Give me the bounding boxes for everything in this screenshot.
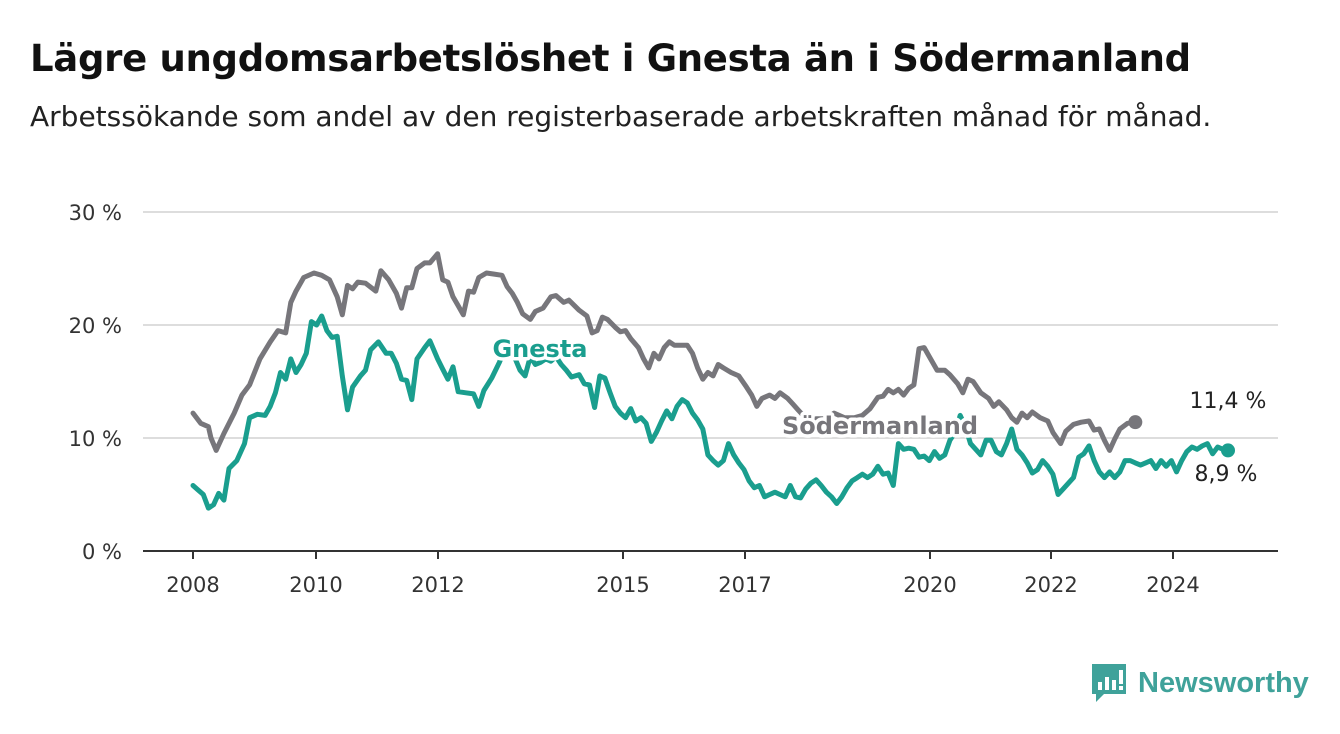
series-label-halo: Gnesta bbox=[492, 335, 587, 363]
x-tick-label: 2024 bbox=[1146, 573, 1199, 597]
y-tick-label: 30 % bbox=[69, 201, 122, 225]
end-point-gnesta bbox=[1221, 443, 1235, 458]
x-tick-label: 2008 bbox=[166, 573, 219, 597]
series-label-halo: Södermanland bbox=[782, 412, 978, 440]
end-value-label: 11,4 % bbox=[1190, 389, 1267, 414]
x-tick-label: 2020 bbox=[903, 573, 956, 597]
x-tick-label: 2012 bbox=[411, 573, 464, 597]
chart-subtitle: Arbetssökande som andel av den registerb… bbox=[30, 100, 1212, 133]
x-tick-label: 2022 bbox=[1024, 573, 1077, 597]
series-lines bbox=[190, 251, 1235, 511]
end-value-label: 8,9 % bbox=[1195, 462, 1258, 487]
brand-name: Newsworthy bbox=[1138, 666, 1309, 699]
chart-title: Lägre ungdomsarbetslöshet i Gnesta än i … bbox=[30, 37, 1191, 80]
end-point-södermanland bbox=[1128, 415, 1143, 430]
x-tick-label: 2010 bbox=[289, 573, 342, 597]
series-labels: GnestaGnestaSödermanlandSödermanland11,4… bbox=[489, 332, 1267, 488]
y-tick-label: 0 % bbox=[82, 540, 122, 564]
series-label: Gnesta bbox=[492, 335, 587, 363]
x-tick-label: 2015 bbox=[596, 573, 649, 597]
series-line-södermanland bbox=[190, 251, 1138, 453]
y-tick-label: 10 % bbox=[69, 427, 122, 451]
series-label: Södermanland bbox=[782, 412, 978, 440]
grid-lines bbox=[143, 211, 1278, 552]
series-line-gnesta bbox=[190, 313, 1231, 511]
brand-logo: Newsworthy bbox=[1090, 660, 1309, 706]
bar-chart-logo-icon bbox=[1092, 664, 1126, 702]
x-tick-label: 2017 bbox=[718, 573, 771, 597]
x-axis-ticks: 2008 2010 2012 2015 2017 2020 2022 2024 bbox=[166, 551, 1200, 597]
y-axis-ticks: 0 % 10 % 20 % 30 % bbox=[69, 201, 122, 564]
y-tick-label: 20 % bbox=[69, 314, 122, 338]
